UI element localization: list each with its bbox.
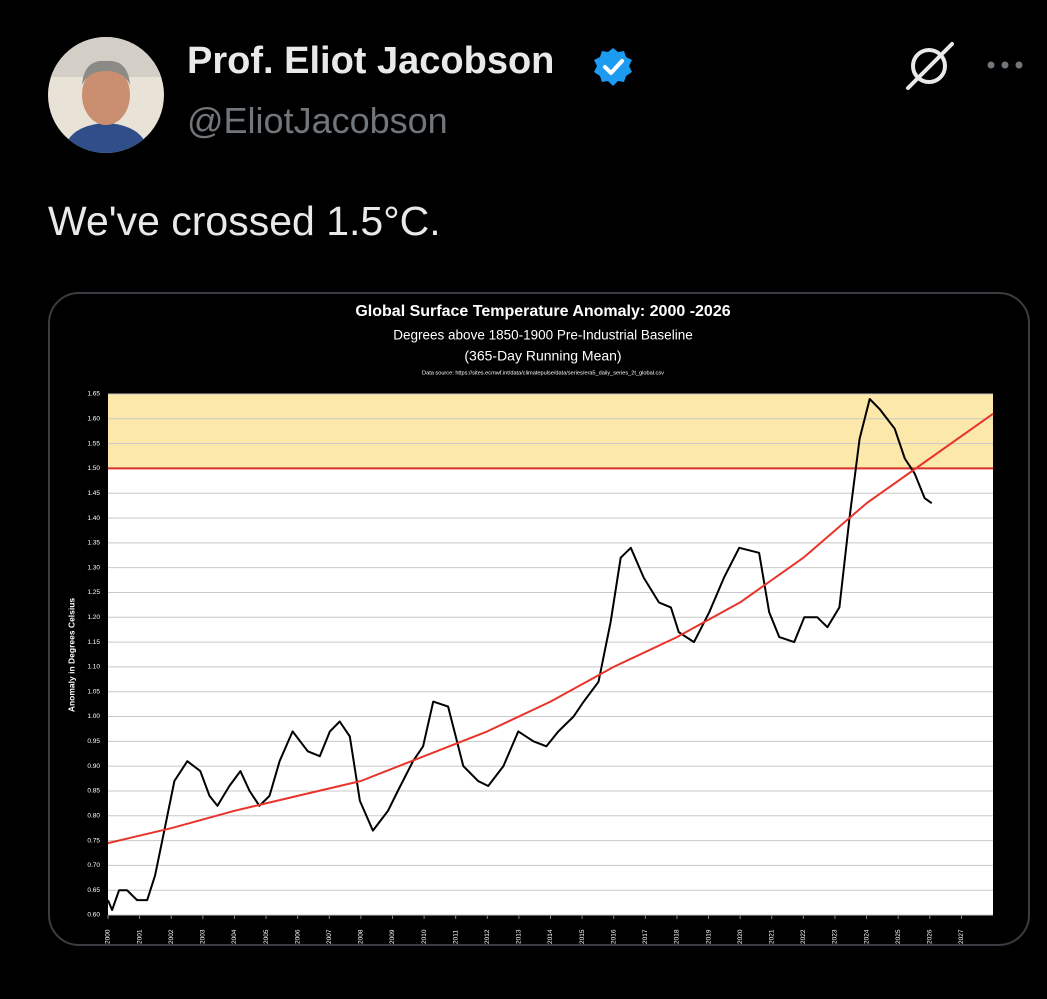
y-tick-label: 0.75 (87, 837, 100, 844)
x-tick-label: 2027 (958, 929, 965, 944)
x-tick-label: 2025 (895, 929, 902, 944)
x-tick-label: 2009 (389, 929, 396, 944)
y-tick-label: 0.85 (87, 788, 100, 795)
x-tick-label: 2026 (927, 929, 934, 944)
y-tick-label: 1.45 (87, 490, 100, 497)
x-tick-label: 2008 (358, 929, 365, 944)
y-tick-label: 1.60 (87, 416, 100, 423)
x-tick-label: 2003 (200, 929, 207, 944)
grok-icon[interactable] (900, 40, 960, 92)
x-tick-label: 2017 (642, 929, 649, 944)
avatar[interactable] (48, 37, 164, 153)
x-tick-label: 2011 (452, 930, 459, 944)
y-tick-label: 0.90 (87, 763, 100, 770)
highlight-band (108, 394, 993, 469)
y-tick-label: 0.95 (87, 738, 100, 745)
y-tick-label: 0.70 (87, 862, 100, 869)
media-card (48, 292, 1030, 946)
x-tick-label: 2001 (136, 929, 143, 944)
x-tick-label: 2020 (737, 929, 744, 944)
y-axis-label: Anomaly in Degrees Celsius (66, 598, 76, 713)
chart-subtitle: (365-Day Running Mean) (464, 348, 621, 364)
author-handle[interactable]: @EliotJacobson (187, 100, 448, 141)
x-tick-label: 2015 (579, 929, 586, 944)
y-tick-label: 1.50 (87, 465, 100, 472)
x-tick-label: 2000 (105, 929, 112, 944)
plot-area (108, 394, 993, 915)
data-line (107, 412, 994, 845)
y-tick-label: 1.00 (87, 713, 100, 720)
y-tick-label: 1.25 (87, 589, 100, 596)
y-tick-label: 1.65 (87, 391, 100, 398)
x-tick-label: 2010 (421, 929, 428, 944)
y-tick-label: 1.30 (87, 564, 100, 571)
y-tick-label: 0.80 (87, 812, 100, 819)
y-tick-label: 0.65 (87, 887, 100, 894)
author-name[interactable]: Prof. Eliot Jacobson (187, 40, 555, 82)
x-tick-label: 2023 (832, 929, 839, 944)
tweet-text: We've crossed 1.5°C. (48, 198, 441, 244)
x-tick-label: 2007 (326, 929, 333, 944)
chart-subtitle: Degrees above 1850-1900 Pre-Industrial B… (393, 328, 692, 343)
x-tick-label: 2024 (863, 929, 870, 944)
x-tick-label: 2002 (168, 929, 175, 944)
y-tick-label: 1.10 (87, 664, 100, 671)
x-tick-label: 2013 (516, 929, 523, 944)
x-tick-label: 2012 (484, 929, 491, 944)
y-tick-label: 1.15 (87, 639, 100, 646)
y-tick-label: 1.05 (87, 688, 100, 695)
data-line (107, 398, 933, 911)
y-tick-label: 1.40 (87, 515, 100, 522)
y-tick-label: 1.35 (87, 540, 100, 547)
x-tick-label: 2018 (674, 929, 681, 944)
x-tick-label: 2019 (705, 929, 712, 944)
x-tick-label: 2004 (231, 929, 238, 944)
y-tick-label: 1.20 (87, 614, 100, 621)
x-tick-label: 2016 (610, 929, 617, 944)
x-tick-label: 2005 (263, 929, 270, 944)
y-tick-label: 0.60 (87, 912, 100, 919)
more-menu[interactable] (984, 56, 1028, 74)
chart-title: Global Surface Temperature Anomaly: 2000… (355, 303, 730, 320)
verified-badge (594, 48, 632, 86)
x-tick-label: 2022 (800, 929, 807, 944)
data-source: Data source: https://sites.ecmwf.int/dat… (422, 370, 664, 376)
x-tick-label: 2021 (768, 929, 775, 944)
x-tick-label: 2014 (547, 929, 554, 944)
y-tick-label: 1.55 (87, 440, 100, 447)
x-tick-label: 2006 (294, 929, 301, 944)
